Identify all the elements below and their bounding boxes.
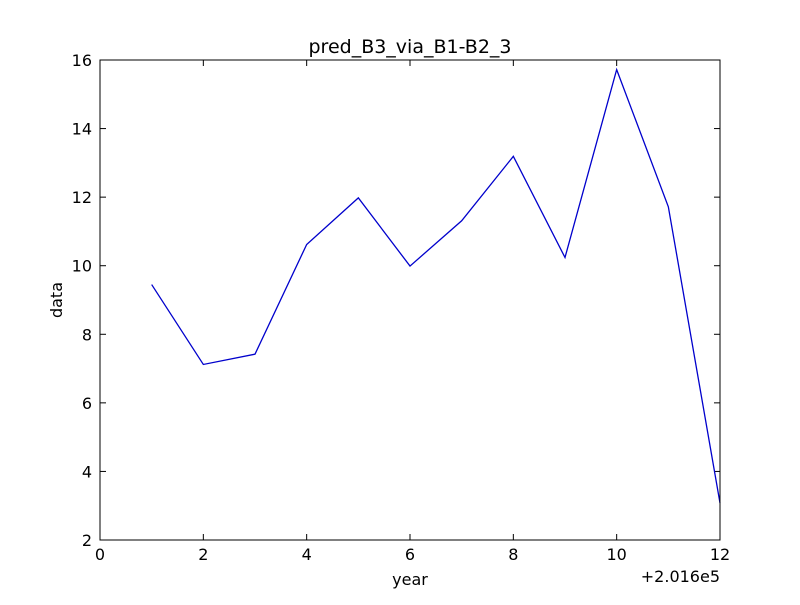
y-tick-label: 8	[82, 325, 92, 344]
y-tick-label: 4	[82, 462, 92, 481]
x-tick-label: 8	[508, 545, 518, 564]
y-tick-label: 2	[82, 531, 92, 550]
x-tick-label: 0	[95, 545, 105, 564]
y-tick-label: 16	[72, 51, 92, 70]
chart-title: pred_B3_via_B1-B2_3	[308, 36, 511, 58]
x-tick-label: 12	[710, 545, 730, 564]
x-offset-label: +2.016e5	[641, 567, 720, 586]
x-axis-label: year	[392, 570, 428, 589]
x-tick-label: 2	[198, 545, 208, 564]
y-tick-label: 14	[72, 120, 92, 139]
y-tick-label: 10	[72, 257, 92, 276]
x-tick-label: 10	[606, 545, 626, 564]
y-tick-label: 6	[82, 394, 92, 413]
y-tick-label: 12	[72, 188, 92, 207]
y-axis-label: data	[47, 282, 66, 318]
plot-frame	[100, 60, 720, 540]
series-line	[152, 70, 720, 503]
series-layer	[152, 70, 720, 503]
x-tick-label: 4	[302, 545, 312, 564]
x-tick-label: 6	[405, 545, 415, 564]
